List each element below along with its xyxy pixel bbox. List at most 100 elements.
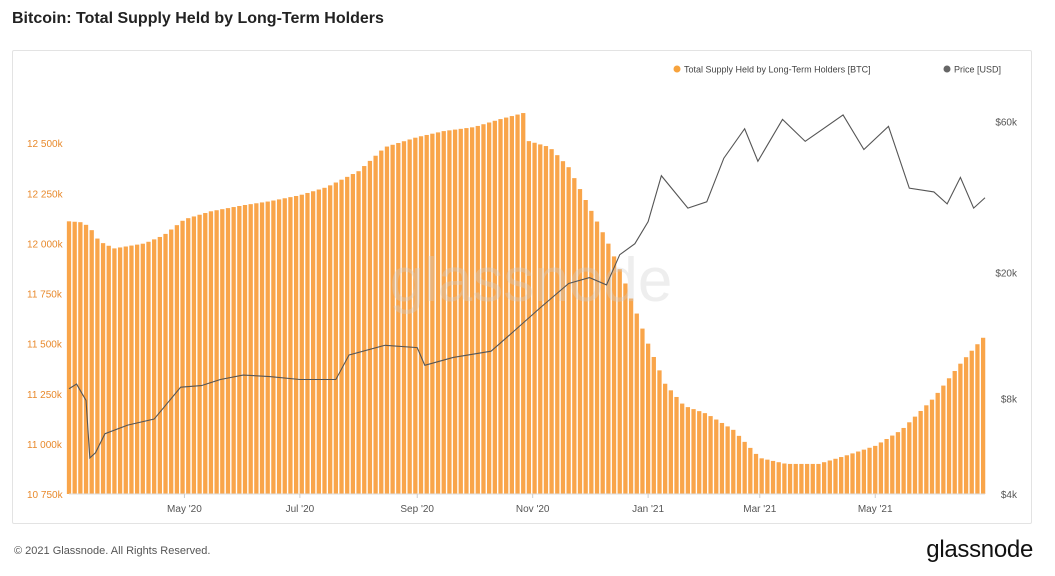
supply-bar xyxy=(390,144,395,494)
supply-bar xyxy=(396,143,401,494)
supply-bar xyxy=(328,185,333,494)
y-right-tick-label: $60k xyxy=(995,118,1018,129)
chart-legend: Total Supply Held by Long-Term Holders [… xyxy=(673,65,1001,75)
glassnode-logo: glassnode xyxy=(926,536,1033,563)
supply-bar xyxy=(117,247,123,494)
supply-bar xyxy=(549,149,554,494)
x-tick-label: Jan '21 xyxy=(632,504,664,515)
supply-bar xyxy=(941,385,946,494)
supply-bar xyxy=(430,133,435,494)
supply-bar xyxy=(589,210,594,494)
supply-bar xyxy=(384,146,390,495)
supply-bar xyxy=(856,451,861,494)
supply-bar xyxy=(963,357,969,494)
price-line-group xyxy=(68,114,986,460)
supply-bar xyxy=(600,232,605,495)
supply-bar xyxy=(645,343,651,494)
supply-bar xyxy=(929,399,935,494)
supply-bar xyxy=(299,194,304,494)
supply-bar xyxy=(946,378,952,494)
supply-bar xyxy=(685,407,691,494)
supply-bar xyxy=(935,392,940,494)
supply-bar xyxy=(487,122,492,494)
supply-bar xyxy=(248,204,253,494)
supply-bar xyxy=(543,146,549,495)
x-axis-ticks: May '20 Jul '20 Sep '20 Nov '20 Jan '21 Mar '… xyxy=(69,493,985,515)
supply-bar xyxy=(95,238,100,494)
supply-bar xyxy=(225,208,231,495)
supply-bar xyxy=(884,439,889,494)
supply-bar xyxy=(793,463,798,494)
supply-bar xyxy=(293,196,299,494)
supply-bar xyxy=(583,200,588,494)
supply-bar xyxy=(356,171,361,494)
supply-bar xyxy=(691,409,696,494)
supply-bar xyxy=(912,416,918,494)
supply-bar xyxy=(174,225,180,494)
supply-bar xyxy=(753,453,759,494)
supply-bar xyxy=(259,202,265,495)
supply-bar xyxy=(742,441,747,494)
supply-bar xyxy=(214,210,219,495)
supply-bar xyxy=(555,155,560,494)
supply-bar xyxy=(401,141,407,494)
legend-supply-label: Total Supply Held by Long-Term Holders [… xyxy=(684,65,871,75)
supply-bar xyxy=(134,244,140,494)
supply-bar xyxy=(776,462,781,494)
supply-bar xyxy=(714,419,719,494)
supply-bar xyxy=(980,337,986,494)
supply-bar xyxy=(254,203,259,494)
supply-bar xyxy=(140,243,145,494)
supply-bar xyxy=(538,144,543,494)
supply-bar xyxy=(594,221,600,495)
supply-bar xyxy=(759,458,764,494)
supply-bar xyxy=(821,462,827,494)
supply-bar xyxy=(72,221,77,494)
supply-bar xyxy=(203,213,208,494)
supply-bar xyxy=(850,453,855,494)
supply-bar xyxy=(271,200,276,494)
page-title: Bitcoin: Total Supply Held by Long-Term … xyxy=(12,10,384,27)
supply-bar xyxy=(152,239,157,494)
supply-bar xyxy=(311,191,316,494)
supply-bar xyxy=(890,435,895,494)
supply-bar xyxy=(282,198,287,494)
y-left-tick-label: 10 750k xyxy=(27,490,64,501)
supply-bar xyxy=(708,416,713,494)
supply-bar xyxy=(316,189,321,494)
y-right-tick-label: $20k xyxy=(995,269,1018,280)
supply-bars xyxy=(66,113,986,495)
copyright-text: © 2021 Glassnode. All Rights Reserved. xyxy=(14,545,211,557)
supply-bar xyxy=(441,131,446,494)
supply-bar xyxy=(799,463,804,494)
supply-bar xyxy=(833,458,838,494)
x-tick-label: Nov '20 xyxy=(516,504,550,515)
y-left-tick-label: 12 000k xyxy=(27,239,64,250)
supply-bar xyxy=(288,197,293,494)
supply-bar xyxy=(680,403,685,494)
supply-bar xyxy=(560,161,566,495)
supply-bar xyxy=(770,460,776,494)
supply-bar xyxy=(129,245,134,494)
supply-bar xyxy=(276,199,282,494)
left-axis-ticks: 10 750k 11 000k 11 250k 11 500k 11 750k 12 00… xyxy=(27,139,64,501)
supply-bar xyxy=(623,283,628,494)
supply-bar xyxy=(146,241,151,494)
legend-price-dot xyxy=(943,65,951,73)
supply-bar xyxy=(611,256,617,494)
supply-bar xyxy=(350,174,356,494)
supply-bar xyxy=(895,432,901,494)
y-right-tick-label: $8k xyxy=(1001,395,1018,406)
supply-bar xyxy=(657,370,662,494)
supply-bar xyxy=(958,363,963,494)
supply-bar xyxy=(345,176,350,495)
supply-bar xyxy=(379,150,384,494)
supply-bar xyxy=(180,220,185,494)
right-axis-ticks: $4k $8k $20k $60k xyxy=(995,118,1018,501)
x-tick-label: May '21 xyxy=(858,504,893,515)
supply-bar xyxy=(867,447,872,494)
supply-bar xyxy=(106,245,111,494)
supply-bar xyxy=(719,422,725,494)
supply-bar xyxy=(66,221,72,494)
x-tick-label: Sep '20 xyxy=(400,504,434,515)
